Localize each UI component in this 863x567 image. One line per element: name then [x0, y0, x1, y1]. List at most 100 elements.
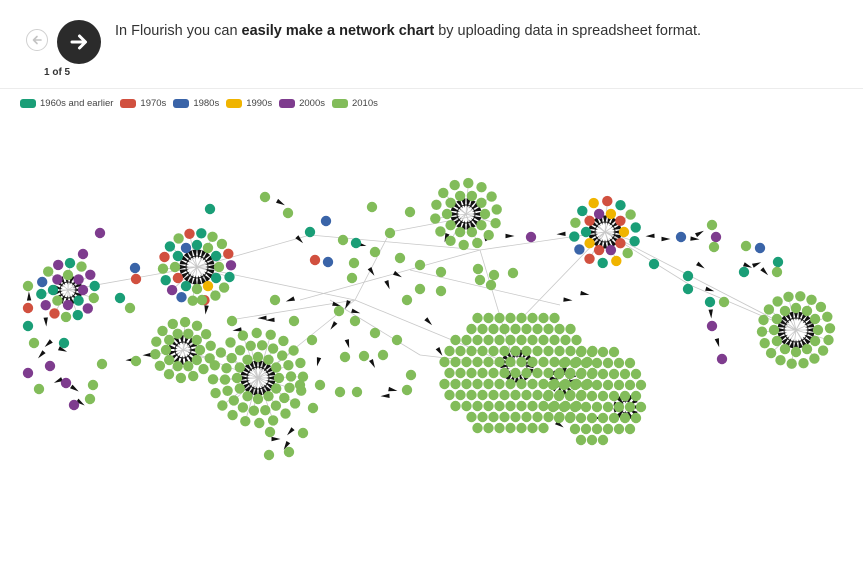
network-node[interactable] — [532, 389, 543, 401]
network-node[interactable] — [586, 368, 598, 380]
network-node[interactable] — [240, 416, 251, 427]
network-node[interactable] — [532, 411, 543, 423]
network-node[interactable] — [431, 199, 442, 210]
network-node[interactable] — [505, 378, 516, 390]
network-node[interactable] — [516, 422, 527, 434]
network-node[interactable] — [740, 240, 752, 252]
next-slide-button[interactable] — [57, 20, 101, 64]
network-node[interactable] — [675, 231, 687, 243]
network-node[interactable] — [435, 226, 446, 237]
network-node[interactable] — [586, 434, 598, 446]
network-node[interactable] — [435, 285, 447, 297]
network-node[interactable] — [575, 346, 587, 358]
network-node[interactable] — [505, 400, 516, 412]
network-node[interactable] — [265, 329, 276, 340]
network-node[interactable] — [527, 422, 538, 434]
network-node[interactable] — [304, 226, 316, 238]
network-node[interactable] — [461, 378, 472, 390]
network-node[interactable] — [798, 358, 809, 369]
network-node[interactable] — [73, 295, 84, 306]
network-node[interactable] — [543, 323, 554, 335]
network-node[interactable] — [226, 315, 238, 327]
network-graph[interactable] — [0, 115, 863, 567]
network-node[interactable] — [210, 290, 221, 301]
network-node[interactable] — [254, 417, 265, 429]
network-node[interactable] — [586, 346, 598, 358]
network-node[interactable] — [77, 248, 89, 260]
network-node[interactable] — [207, 374, 219, 385]
network-node[interactable] — [516, 334, 527, 346]
network-node[interactable] — [401, 294, 413, 306]
network-node[interactable] — [450, 378, 461, 390]
network-node[interactable] — [538, 378, 549, 390]
network-node[interactable] — [619, 412, 631, 424]
network-node[interactable] — [237, 330, 249, 341]
network-node[interactable] — [405, 369, 417, 381]
network-node[interactable] — [369, 246, 381, 258]
network-node[interactable] — [547, 379, 559, 391]
network-node[interactable] — [682, 270, 694, 282]
network-node[interactable] — [538, 334, 549, 346]
network-node[interactable] — [577, 205, 588, 217]
network-node[interactable] — [47, 284, 59, 296]
network-node[interactable] — [597, 346, 609, 358]
network-node[interactable] — [210, 272, 222, 284]
network-node[interactable] — [580, 379, 592, 391]
network-node[interactable] — [608, 346, 620, 358]
network-node[interactable] — [547, 401, 559, 413]
network-node[interactable] — [219, 374, 231, 385]
network-node[interactable] — [565, 323, 576, 335]
network-node[interactable] — [790, 346, 802, 358]
network-node[interactable] — [543, 367, 554, 379]
network-node[interactable] — [130, 355, 142, 367]
network-node[interactable] — [263, 391, 274, 402]
network-node[interactable] — [706, 219, 718, 231]
network-node[interactable] — [77, 284, 89, 296]
network-node[interactable] — [488, 389, 499, 401]
network-node[interactable] — [191, 354, 202, 366]
network-node[interactable] — [461, 356, 472, 368]
network-node[interactable] — [586, 412, 598, 424]
legend-item-1960s[interactable]: 1960s and earlier — [20, 98, 113, 109]
network-node[interactable] — [597, 390, 609, 402]
network-node[interactable] — [187, 295, 198, 306]
network-node[interactable] — [505, 334, 516, 346]
network-node[interactable] — [242, 354, 253, 365]
legend-item-2010s[interactable]: 2010s — [331, 98, 378, 109]
network-node[interactable] — [33, 383, 45, 395]
network-node[interactable] — [209, 360, 220, 371]
network-node[interactable] — [521, 367, 532, 379]
network-node[interactable] — [82, 303, 94, 314]
network-node[interactable] — [444, 367, 455, 379]
network-node[interactable] — [44, 360, 56, 372]
network-node[interactable] — [569, 423, 581, 435]
network-node[interactable] — [584, 238, 595, 249]
network-node[interactable] — [129, 262, 141, 274]
network-node[interactable] — [494, 334, 505, 346]
network-node[interactable] — [204, 203, 216, 215]
network-node[interactable] — [597, 257, 608, 269]
network-node[interactable] — [439, 356, 450, 368]
network-node[interactable] — [414, 283, 426, 295]
network-node[interactable] — [277, 350, 288, 361]
network-node[interactable] — [270, 400, 282, 411]
network-node[interactable] — [521, 411, 532, 423]
network-node[interactable] — [271, 383, 282, 394]
network-node[interactable] — [525, 231, 537, 243]
network-node[interactable] — [297, 371, 309, 382]
network-node[interactable] — [619, 390, 631, 402]
network-node[interactable] — [260, 405, 271, 416]
network-node[interactable] — [575, 390, 587, 402]
network-node[interactable] — [565, 345, 576, 357]
network-node[interactable] — [510, 345, 521, 357]
network-node[interactable] — [738, 266, 750, 278]
network-node[interactable] — [472, 237, 483, 249]
network-node[interactable] — [85, 269, 96, 280]
network-node[interactable] — [175, 372, 187, 384]
network-node[interactable] — [605, 244, 617, 256]
network-node[interactable] — [183, 361, 194, 372]
network-node[interactable] — [575, 412, 587, 424]
network-node[interactable] — [602, 401, 614, 413]
network-node[interactable] — [817, 345, 829, 356]
network-node[interactable] — [575, 434, 587, 446]
